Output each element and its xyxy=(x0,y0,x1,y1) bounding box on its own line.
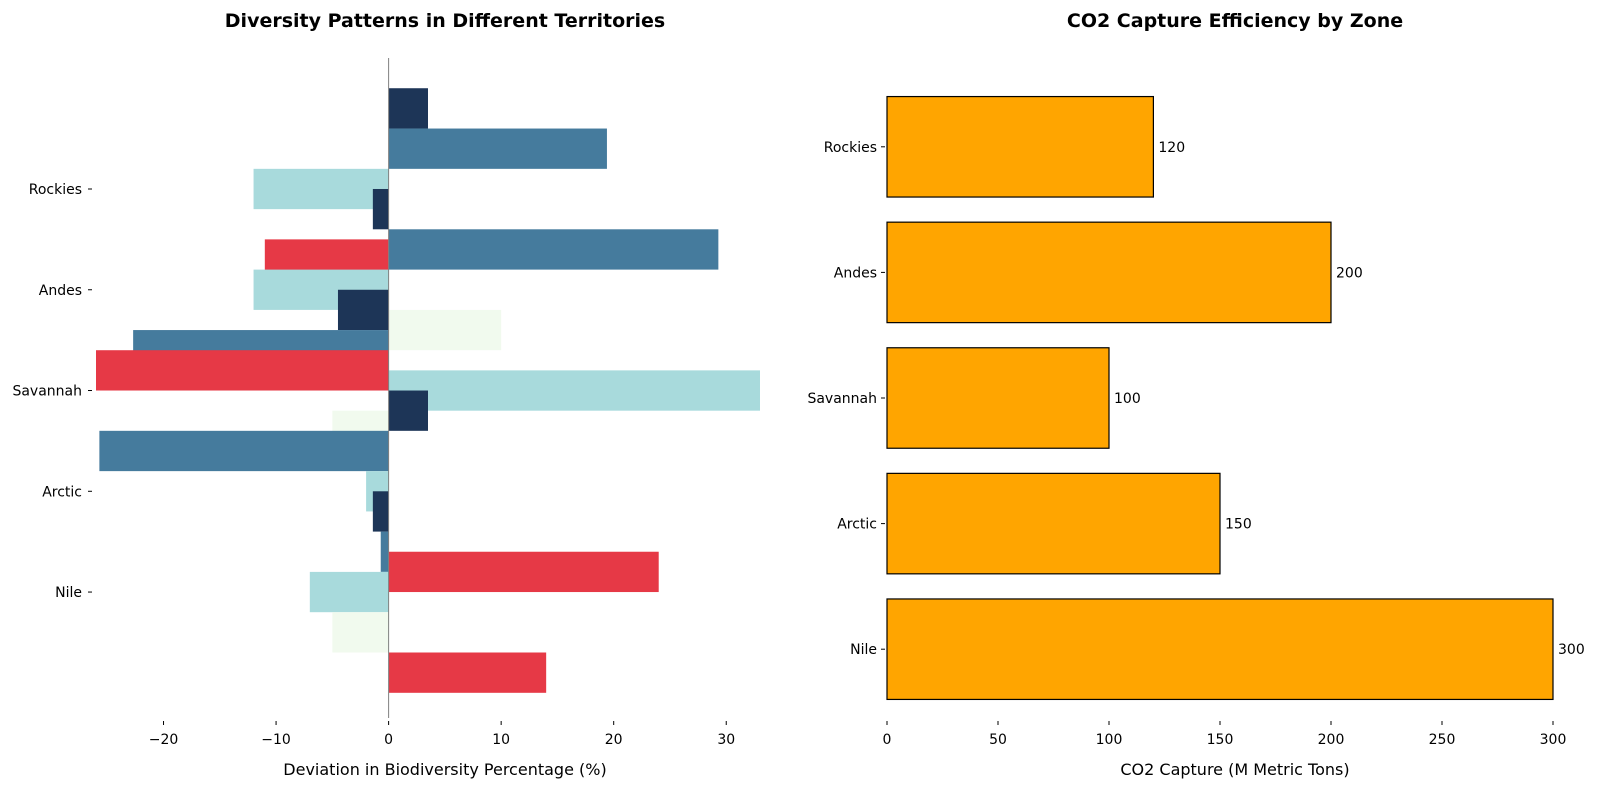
diversity-bar xyxy=(388,128,607,169)
y-tick-label: Savannah xyxy=(12,384,82,400)
x-tick-label: 30 xyxy=(717,732,735,748)
diversity-bar xyxy=(96,350,389,391)
diversity-bar xyxy=(388,652,547,693)
x-tick-label: 150 xyxy=(1207,732,1234,748)
x-tick-label: 10 xyxy=(492,732,510,748)
x-axis-label: Deviation in Biodiversity Percentage (%) xyxy=(283,760,607,779)
co2-bar xyxy=(886,598,1554,701)
diversity-bar xyxy=(388,229,719,270)
y-tick-label: Andes xyxy=(834,265,877,281)
x-tick-label: 250 xyxy=(1429,732,1456,748)
diversity-bar xyxy=(388,551,659,593)
co2-bar xyxy=(886,347,1110,449)
diversity-bar xyxy=(332,612,389,653)
y-tick-label: Rockies xyxy=(824,140,877,156)
diversity-bar xyxy=(388,370,760,411)
y-tick-label: Andes xyxy=(39,283,82,299)
co2-bar xyxy=(886,221,1332,324)
data-label: 300 xyxy=(1558,642,1585,658)
x-tick-label: 200 xyxy=(1318,732,1345,748)
x-tick-label: 50 xyxy=(989,732,1007,748)
diversity-bar xyxy=(337,289,389,331)
diversity-bar xyxy=(380,531,389,572)
chart-title: CO2 Capture Efficiency by Zone xyxy=(1066,10,1404,32)
diversity-bar xyxy=(372,188,389,230)
diversity-bar xyxy=(388,309,502,351)
co2-bar xyxy=(886,472,1221,575)
x-axis-label: CO2 Capture (M Metric Tons) xyxy=(1120,760,1350,779)
co2-bar xyxy=(886,95,1154,198)
diversity-bar xyxy=(388,390,428,431)
y-tick-label: Rockies xyxy=(29,182,82,198)
y-tick-label: Arctic xyxy=(42,484,82,500)
y-tick-label: Nile xyxy=(850,642,877,658)
diversity-bar xyxy=(372,491,389,532)
data-label: 150 xyxy=(1225,517,1252,533)
x-tick-label: 100 xyxy=(1096,732,1123,748)
diversity-bar xyxy=(99,430,389,472)
diversity-bar xyxy=(309,571,389,613)
x-tick-label: −10 xyxy=(261,732,291,748)
x-tick-label: −20 xyxy=(149,732,179,748)
diversity-bar xyxy=(253,168,389,210)
data-label: 120 xyxy=(1158,140,1185,156)
data-label: 200 xyxy=(1336,265,1363,281)
data-label: 100 xyxy=(1114,391,1141,407)
chart-title: Diversity Patterns in Different Territor… xyxy=(224,10,666,32)
y-tick-label: Nile xyxy=(55,585,82,601)
x-tick-label: 300 xyxy=(1540,732,1567,748)
y-tick-label: Savannah xyxy=(807,391,877,407)
x-tick-label: 20 xyxy=(605,732,623,748)
diversity-bar xyxy=(388,88,428,129)
x-tick-label: 0 xyxy=(384,732,393,748)
x-tick-label: 0 xyxy=(883,732,892,748)
y-tick-label: Arctic xyxy=(837,517,877,533)
